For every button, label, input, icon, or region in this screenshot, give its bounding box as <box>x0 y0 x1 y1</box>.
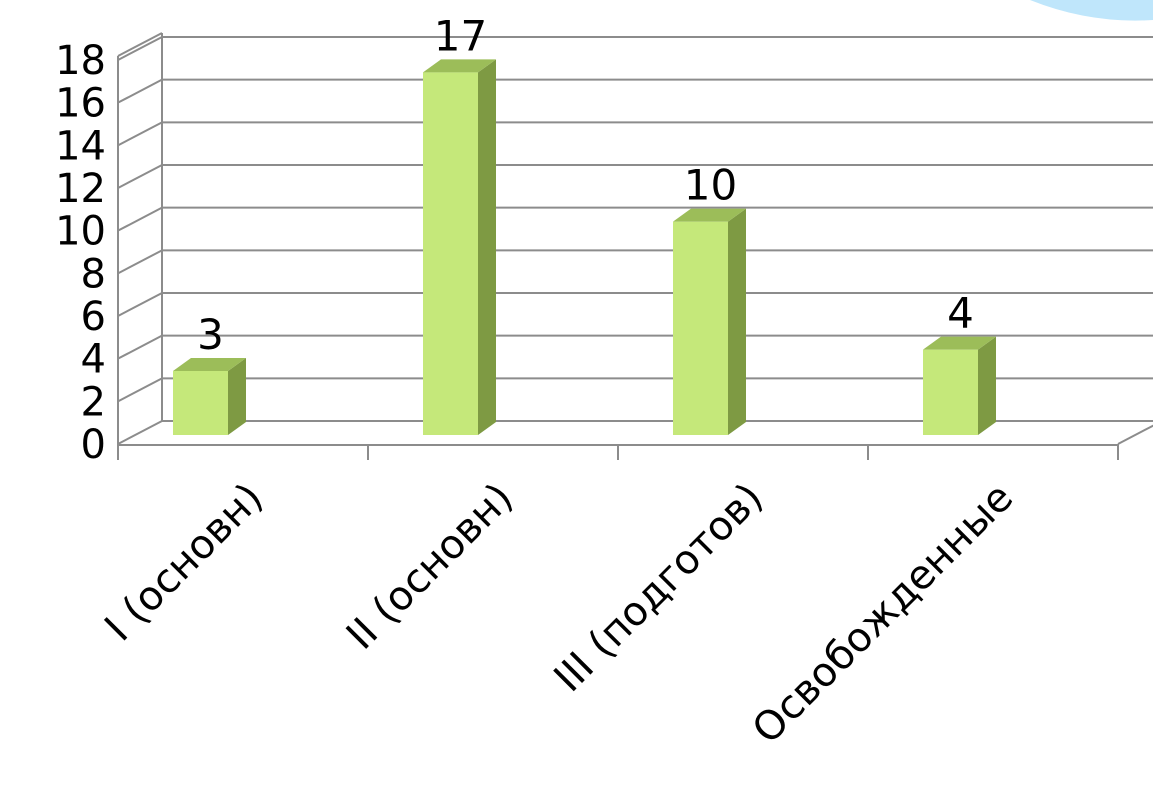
y-tick-label: 4 <box>81 337 106 383</box>
gridline <box>117 206 1153 232</box>
y-tick-label: 16 <box>55 81 106 127</box>
floor-edge-right <box>1117 424 1153 445</box>
y-tick-label: 6 <box>81 294 106 340</box>
gridline <box>117 420 1153 445</box>
bar-top <box>423 59 496 73</box>
bar-side <box>478 59 496 435</box>
bars <box>173 59 996 435</box>
y-tick-label: 2 <box>81 379 106 425</box>
gridline <box>117 164 1153 189</box>
bar <box>673 221 728 435</box>
data-label: 3 <box>197 310 224 359</box>
bar-side <box>228 358 246 435</box>
bar-top <box>673 208 746 222</box>
y-tick-label: 10 <box>55 209 106 255</box>
y-tick-label: 12 <box>55 166 106 212</box>
gridline <box>117 121 1153 147</box>
category-labels: I (основн) II (основн) III (подготов)Освоб… <box>96 475 1022 753</box>
gridline <box>117 249 1153 275</box>
gridline <box>117 377 1153 403</box>
gridline <box>117 334 1153 360</box>
swoosh-shape <box>1030 0 1153 21</box>
y-tick-label: 8 <box>81 251 106 297</box>
data-label: 10 <box>684 161 737 210</box>
bar <box>923 349 978 435</box>
bar-side <box>978 336 996 435</box>
wall-edge-top <box>117 32 163 57</box>
y-tick-label: 14 <box>55 123 106 169</box>
bar-top <box>923 336 996 350</box>
data-labels: 3 17 10 4 <box>197 11 974 359</box>
gridlines <box>117 36 1153 445</box>
gridline <box>117 78 1153 104</box>
bar <box>423 72 478 435</box>
gridline <box>117 292 1153 317</box>
bar <box>173 371 228 435</box>
category-label: I (основн) <box>96 475 272 651</box>
bar-side <box>728 208 746 435</box>
category-label: III (подготов) <box>545 475 772 702</box>
y-tick-label: 18 <box>55 38 106 84</box>
x-axis <box>117 444 1119 460</box>
category-label: II (основн) <box>338 475 522 659</box>
data-label: 4 <box>947 289 974 338</box>
y-tick-label: 0 <box>81 422 106 468</box>
chart-walls <box>117 32 1153 445</box>
gridline <box>117 36 1153 61</box>
bar-top <box>173 358 246 371</box>
data-label: 17 <box>434 11 487 60</box>
category-label: Освобожденные <box>744 475 1022 753</box>
decorative-swoosh <box>1030 0 1153 21</box>
